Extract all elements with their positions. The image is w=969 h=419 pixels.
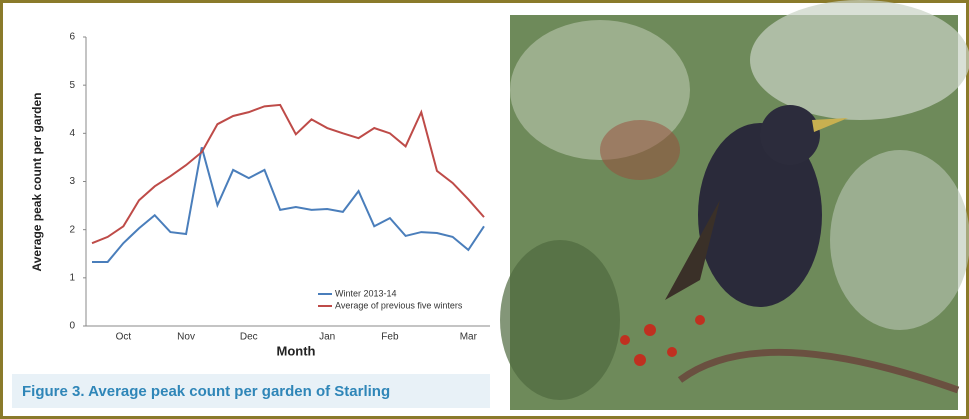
- x-tick-label: Nov: [177, 332, 195, 343]
- y-tick-label: 1: [69, 272, 75, 283]
- caption: Figure 3. Average peak count per garden …: [22, 383, 390, 400]
- x-tick-label: Feb: [381, 332, 399, 343]
- x-tick-label: Mar: [460, 332, 478, 343]
- series-line: [92, 147, 485, 263]
- y-axis-label: Average peak count per garden: [30, 93, 44, 272]
- y-tick-label: 3: [69, 176, 75, 187]
- y-tick-label: 0: [69, 321, 75, 332]
- y-tick-label: 5: [69, 80, 75, 91]
- x-tick-label: Oct: [116, 332, 132, 343]
- y-tick-label: 4: [69, 128, 75, 139]
- legend-label: Winter 2013-14: [335, 288, 397, 298]
- caption-box: [12, 374, 490, 408]
- legend-label: Average of previous five winters: [335, 300, 463, 310]
- x-axis-label: Month: [277, 343, 316, 358]
- x-tick-label: Dec: [240, 332, 258, 343]
- y-tick-label: 2: [69, 224, 75, 235]
- x-tick-label: Jan: [319, 332, 335, 343]
- y-tick-label: 6: [69, 32, 75, 43]
- series-line: [91, 103, 485, 245]
- photo: [500, 0, 969, 410]
